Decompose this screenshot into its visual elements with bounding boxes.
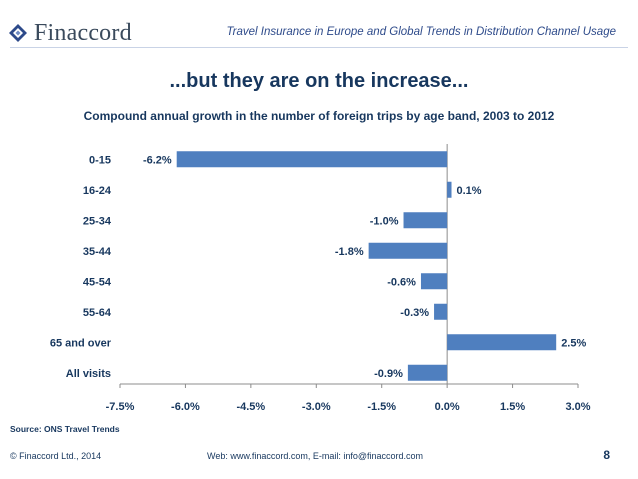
- category-label: 55-64: [83, 307, 112, 319]
- finaccord-logo: Finaccord: [8, 18, 132, 48]
- x-tick-label: -4.5%: [236, 401, 265, 413]
- bar-0-15: [176, 151, 448, 168]
- bar-25-34: [403, 212, 448, 229]
- brand-name: Finaccord: [34, 19, 132, 46]
- value-label: -1.0%: [370, 215, 399, 227]
- x-tick-label: -7.5%: [106, 401, 135, 413]
- page-number: 8: [603, 448, 610, 462]
- x-tick-label: -1.5%: [367, 401, 396, 413]
- slide-title: ...but they are on the increase...: [169, 70, 469, 92]
- x-tick-label: 1.5%: [500, 401, 525, 413]
- bar-all-visits: [407, 364, 448, 381]
- bar-65-and-over: [447, 334, 557, 351]
- x-tick-label: 0.0%: [435, 401, 460, 413]
- bar-35-44: [368, 242, 448, 259]
- header-divider: [10, 47, 628, 48]
- value-label: -0.3%: [400, 307, 429, 319]
- value-label: -0.6%: [387, 276, 416, 288]
- value-label: 2.5%: [561, 337, 586, 349]
- value-label: 0.1%: [457, 185, 482, 197]
- contact-info: Web: www.finaccord.com, E-mail: info@fin…: [207, 451, 424, 461]
- copyright-text: © Finaccord Ltd., 2014: [10, 451, 102, 461]
- chart-title: Compound annual growth in the number of …: [83, 109, 555, 123]
- value-label: -0.9%: [374, 368, 403, 380]
- x-tick-label: -6.0%: [171, 401, 200, 413]
- category-label: 45-54: [83, 276, 112, 288]
- x-tick-label: 3.0%: [565, 401, 590, 413]
- category-label: 25-34: [83, 215, 112, 227]
- category-label: 16-24: [83, 185, 112, 197]
- bar-16-24: [447, 181, 452, 198]
- value-label: -1.8%: [335, 246, 364, 258]
- category-label: All visits: [66, 368, 111, 380]
- bar-55-64: [434, 303, 448, 320]
- bar-45-54: [420, 273, 448, 290]
- x-tick-label: -3.0%: [302, 401, 331, 413]
- source-note: Source: ONS Travel Trends: [10, 424, 120, 434]
- category-label: 0-15: [89, 154, 111, 166]
- report-title: Travel Insurance in Europe and Global Tr…: [226, 26, 616, 38]
- value-label: -6.2%: [143, 154, 172, 166]
- category-label: 35-44: [83, 246, 112, 258]
- finaccord-logo-icon: [9, 24, 27, 42]
- category-label: 65 and over: [50, 337, 112, 349]
